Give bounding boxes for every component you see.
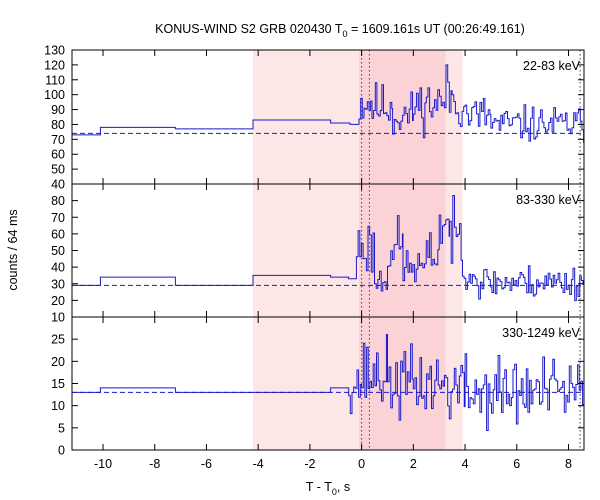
- y-tick-label: 130: [44, 44, 65, 58]
- y-tick-label: 120: [44, 58, 65, 72]
- x-tick-label: -8: [149, 457, 160, 471]
- y-tick-label: 40: [51, 261, 65, 275]
- x-tick-label: 2: [410, 457, 417, 471]
- panel-frame-lower: [71, 316, 585, 451]
- y-tick-label: 80: [51, 118, 65, 132]
- x-tick-label: 6: [513, 457, 520, 471]
- y-tick-label: 100: [44, 88, 65, 102]
- y-tick-label: 25: [51, 333, 65, 347]
- light-curve-lower: [72, 334, 584, 431]
- y-tick-label: 50: [51, 163, 65, 177]
- y-tick-label: 10: [51, 311, 65, 325]
- y-axis-label: counts / 64 ms: [6, 209, 20, 290]
- y-tick-label: 0: [58, 444, 65, 458]
- y-tick-label: 20: [51, 355, 65, 369]
- y-tick-label: 30: [51, 277, 65, 291]
- y-tick-label: 10: [51, 399, 65, 413]
- y-tick-label: 110: [45, 73, 65, 87]
- y-tick-label: 90: [51, 103, 65, 117]
- y-tick-label: 70: [51, 211, 65, 225]
- x-tick-label: -10: [94, 457, 112, 471]
- y-tick-label: 80: [51, 194, 65, 208]
- x-tick-label: 0: [358, 457, 365, 471]
- x-tick-label: 4: [462, 457, 469, 471]
- energy-band-label: 83-330 keV: [516, 193, 581, 207]
- energy-band-label: 22-83 keV: [523, 59, 581, 73]
- light-curve-upper: [72, 64, 585, 143]
- y-tick-label: 40: [51, 178, 65, 192]
- y-tick-label: 5: [58, 421, 65, 435]
- y-tick-label: 20: [51, 294, 65, 308]
- x-tick-label: -6: [201, 457, 212, 471]
- chart-title: KONUS-WIND S2 GRB 020430 T0 = 1609.161s …: [155, 22, 525, 39]
- y-tick-label: 60: [51, 148, 65, 162]
- x-tick-label: -4: [253, 457, 264, 471]
- x-axis-label: T - T0, s: [306, 480, 350, 497]
- x-tick-label: -2: [304, 457, 315, 471]
- y-tick-label: 70: [51, 133, 65, 147]
- x-tick-label: 8: [565, 457, 572, 471]
- y-tick-label: 50: [51, 244, 65, 258]
- y-tick-label: 15: [51, 377, 65, 391]
- light-curve-middle: [72, 195, 584, 302]
- light-curves: [72, 64, 585, 431]
- y-tick-label: 60: [51, 227, 65, 241]
- energy-band-label: 330-1249 keV: [502, 326, 581, 340]
